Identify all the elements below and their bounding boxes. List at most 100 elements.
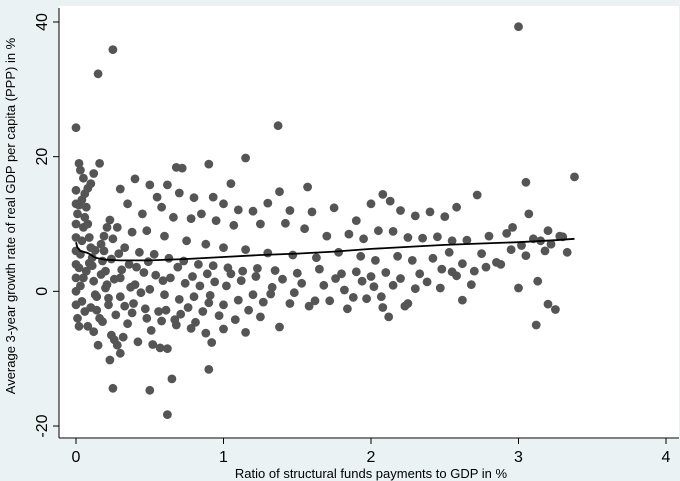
- data-point: [410, 284, 420, 293]
- data-point: [384, 312, 394, 322]
- data-point: [89, 169, 99, 178]
- data-point: [115, 348, 125, 358]
- data-point: [340, 285, 349, 295]
- data-point: [208, 192, 218, 202]
- data-point: [462, 235, 472, 245]
- data-point: [104, 293, 113, 303]
- data-point: [229, 220, 239, 230]
- data-point: [418, 233, 427, 243]
- data-point: [289, 288, 299, 298]
- data-point: [238, 266, 248, 276]
- data-point: [151, 270, 161, 280]
- data-point: [543, 299, 553, 309]
- data-point: [157, 316, 167, 326]
- data-point: [292, 268, 302, 278]
- data-point: [138, 209, 147, 219]
- data-point: [226, 269, 236, 279]
- data-point: [145, 385, 155, 395]
- data-point: [108, 234, 118, 244]
- data-point: [142, 226, 152, 236]
- data-point: [107, 254, 116, 264]
- data-point: [195, 281, 205, 291]
- data-point: [120, 243, 130, 253]
- data-point: [123, 199, 132, 209]
- data-point: [285, 299, 295, 308]
- data-point: [112, 223, 122, 232]
- data-point: [120, 301, 130, 311]
- data-point: [236, 276, 246, 285]
- data-point: [77, 236, 87, 246]
- data-point: [186, 214, 196, 224]
- data-point: [102, 280, 112, 289]
- data-point: [208, 261, 218, 271]
- data-point: [253, 264, 262, 273]
- data-point: [278, 274, 287, 284]
- data-point: [458, 259, 467, 269]
- data-point: [95, 159, 104, 168]
- data-point: [385, 196, 395, 206]
- data-point: [71, 185, 81, 195]
- x-tick-label: 0: [72, 449, 81, 466]
- data-point: [71, 199, 81, 209]
- data-point: [337, 269, 346, 279]
- data-point: [521, 177, 531, 187]
- data-point: [521, 251, 531, 260]
- data-point: [173, 262, 183, 272]
- data-point: [543, 226, 553, 236]
- data-point: [86, 179, 96, 189]
- data-point: [115, 292, 125, 302]
- data-point: [444, 247, 454, 257]
- data-point: [304, 301, 314, 311]
- data-point: [211, 216, 221, 226]
- data-point: [74, 263, 84, 273]
- data-point: [80, 212, 90, 222]
- data-point: [248, 290, 258, 300]
- data-point: [256, 219, 265, 229]
- data-point: [524, 209, 534, 219]
- data-point: [344, 229, 354, 239]
- x-tick-label: 2: [367, 449, 376, 466]
- data-point: [105, 355, 115, 365]
- data-point: [351, 267, 361, 277]
- data-point: [315, 264, 324, 274]
- data-point: [484, 231, 494, 241]
- data-point: [230, 315, 240, 324]
- data-point: [241, 328, 251, 337]
- data-point: [155, 343, 165, 353]
- data-point: [371, 256, 380, 265]
- data-point: [378, 303, 388, 312]
- data-point: [437, 264, 447, 274]
- data-point: [145, 180, 155, 190]
- data-point: [99, 231, 109, 241]
- data-point: [95, 313, 104, 323]
- data-point: [325, 296, 335, 306]
- data-point: [139, 268, 149, 277]
- data-point: [132, 262, 141, 272]
- data-point: [186, 324, 196, 333]
- data-point: [89, 276, 99, 286]
- data-point: [570, 172, 579, 182]
- data-point: [89, 327, 99, 337]
- data-point: [533, 276, 543, 286]
- data-point: [197, 209, 206, 219]
- data-point: [517, 241, 526, 250]
- data-point: [154, 307, 164, 316]
- data-point: [219, 243, 228, 253]
- data-point: [87, 253, 97, 263]
- data-point: [93, 340, 103, 350]
- data-point: [83, 321, 93, 331]
- data-point: [99, 246, 109, 256]
- data-point: [143, 257, 153, 267]
- data-point: [201, 239, 211, 249]
- data-point: [133, 337, 143, 347]
- data-point: [267, 282, 277, 292]
- data-point: [300, 224, 309, 234]
- data-point: [136, 288, 146, 298]
- data-point: [378, 190, 388, 199]
- x-tick-label: 4: [662, 449, 671, 466]
- data-point: [403, 233, 413, 242]
- data-point: [160, 231, 169, 241]
- data-point: [508, 223, 517, 232]
- data-point: [71, 300, 81, 310]
- data-point: [251, 272, 261, 281]
